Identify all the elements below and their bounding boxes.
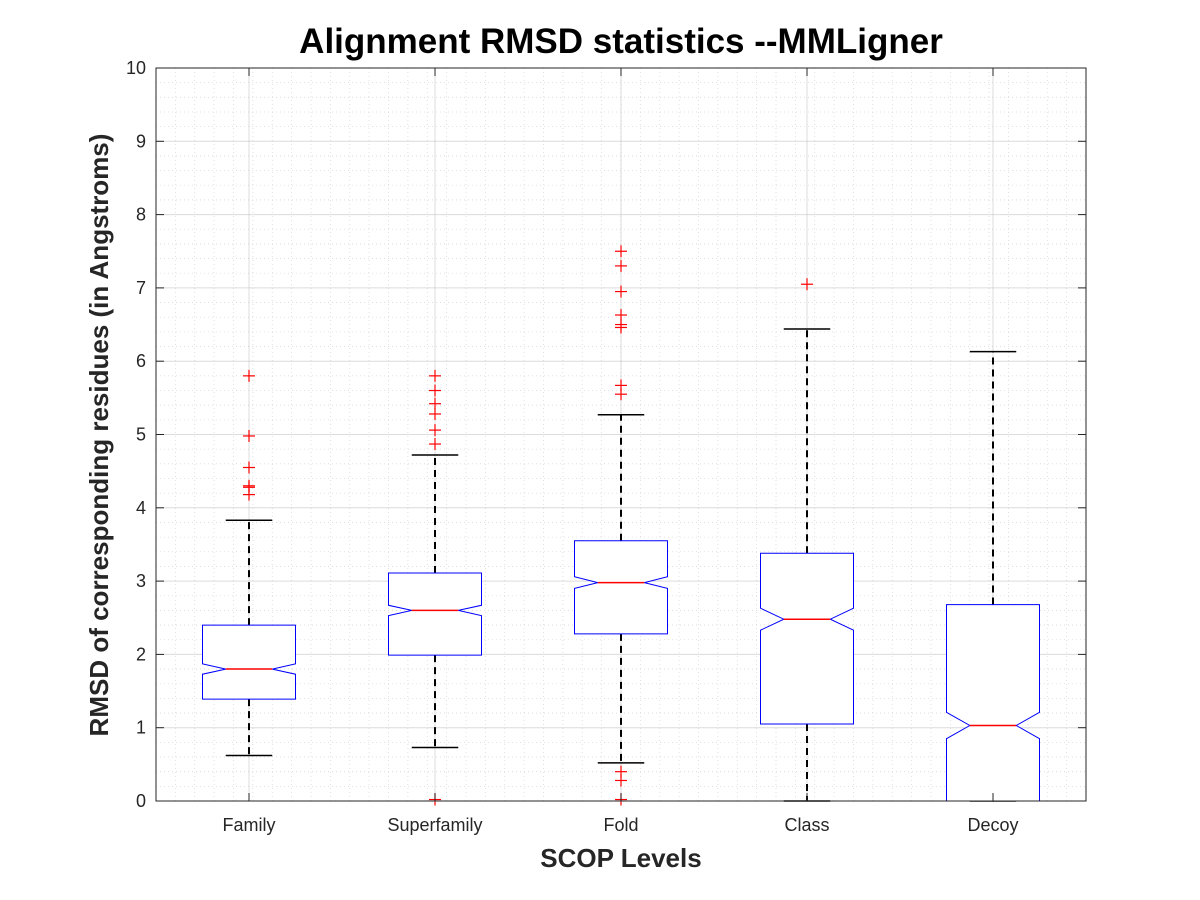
x-tick-label: Superfamily [387,815,482,835]
outlier-marker [429,369,441,382]
tick-layer: 0 1 2 3 4 5 6 7 8 9 10 Family Superfamily Fold Class De… [126,58,1086,835]
outlier-marker [429,438,441,451]
box-group-superfamily [388,369,482,806]
y-tick-label: 6 [136,351,146,371]
x-axis-title: SCOP Levels [540,843,701,873]
y-tick-label: 0 [136,791,146,811]
notched-box [388,572,482,656]
y-tick-label: 1 [136,718,146,738]
outlier-marker [615,309,627,322]
notched-box [760,552,854,725]
y-axis-title: RMSD of corresponding residues (in Angst… [84,134,114,737]
y-tick-label: 2 [136,644,146,664]
notched-box [202,624,296,700]
outlier-marker [615,245,627,258]
y-tick-label: 9 [136,131,146,151]
box-group-family [202,369,296,757]
y-tick-label: 10 [126,58,146,78]
outlier-marker [429,424,441,437]
outlier-marker [615,259,627,272]
y-tick-label: 4 [136,498,146,518]
outlier-marker [243,461,255,474]
y-tick-label: 5 [136,425,146,445]
box-group-class [760,278,854,802]
outlier-marker [615,765,627,778]
notched-box [946,604,1040,802]
x-tick-label: Fold [603,815,638,835]
y-tick-label: 8 [136,205,146,225]
notched-box [574,540,668,635]
box-group-decoy [946,350,1040,802]
outlier-marker [243,429,255,442]
outlier-marker [429,397,441,410]
x-tick-label: Family [223,815,276,835]
x-tick-label: Class [784,815,829,835]
box-layer [202,245,1040,806]
outlier-marker [243,369,255,382]
outlier-marker [429,384,441,397]
chart-title: Alignment RMSD statistics --MMLigner [299,22,943,61]
y-tick-label: 3 [136,571,146,591]
outlier-marker [429,407,441,420]
y-tick-label: 7 [136,278,146,298]
box-group-fold [574,245,668,806]
outlier-marker [243,479,255,492]
outlier-marker [615,285,627,298]
outlier-marker [615,379,627,392]
outlier-marker [801,278,813,291]
x-tick-label: Decoy [967,815,1018,835]
